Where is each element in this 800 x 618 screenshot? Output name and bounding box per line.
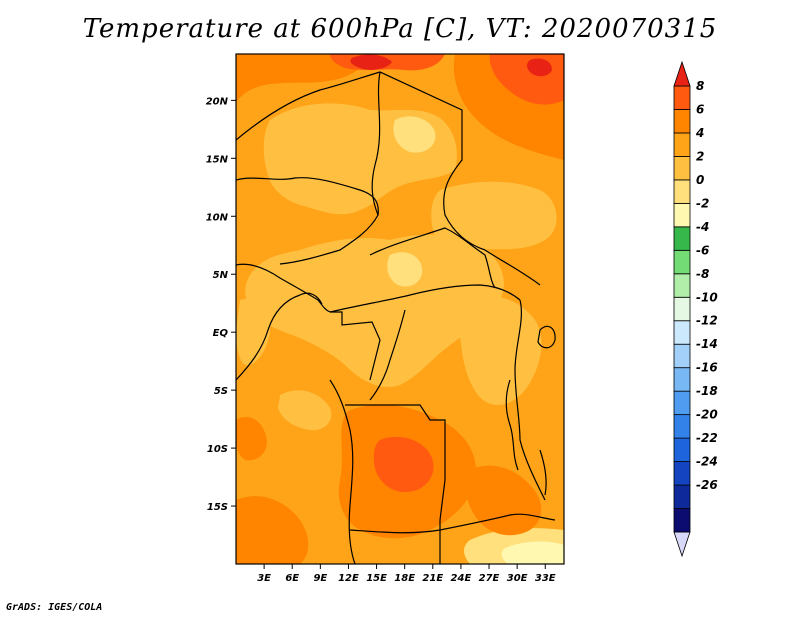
x-tick-label: 9E	[313, 573, 327, 584]
x-tick-label: 27E	[479, 573, 500, 584]
x-tick-label: 15E	[366, 573, 387, 584]
colorbar-label: -20	[696, 408, 718, 422]
colorbar-bin	[673, 390, 691, 416]
colorbar-label: 8	[696, 79, 704, 93]
colorbar-bin	[673, 109, 691, 134]
border-congo-drc	[369, 309, 406, 401]
coastline-angola	[329, 379, 356, 564]
colorbar-bin	[673, 226, 691, 251]
field-band-8-up-north	[350, 54, 392, 70]
x-tick-label: 18E	[394, 573, 415, 584]
field-band-0-2-ne	[431, 181, 557, 253]
colorbar-label: 0	[696, 173, 704, 187]
y-tick-label: 10N	[206, 212, 229, 223]
y-tick-label: 15N	[206, 154, 229, 165]
field-band-4-6-se	[465, 465, 542, 536]
grads-credit: GrADS: IGES/COLA	[6, 602, 103, 613]
y-tick-label: 10S	[207, 444, 228, 455]
x-tick-label: 12E	[338, 573, 359, 584]
colorbar-label: -14	[696, 337, 718, 351]
field-band-0-2-sw	[278, 390, 332, 431]
colorbar-bin	[673, 508, 691, 533]
field-band-4-6-mid-west	[236, 416, 267, 461]
colorbar-bin	[673, 156, 691, 181]
y-tick-label: EQ	[213, 328, 229, 339]
field-band-0-2-central	[245, 234, 504, 388]
colorbar: 8 6 4 2 0 -2 -4 -6 -8 -10 -12 -14 -16 -18 -20 -22 -24 -26	[673, 60, 718, 558]
field-band-6-8-south	[373, 436, 434, 492]
field-band-8-up-ne	[527, 58, 552, 77]
colorbar-label: -12	[696, 314, 718, 328]
plot-frame	[235, 53, 565, 565]
temperature-field	[236, 54, 564, 564]
country-borders	[236, 71, 556, 564]
x-tick-label: 33E	[535, 573, 556, 584]
border-north-chad-sudan	[236, 71, 541, 286]
colorbar-bin	[673, 531, 691, 558]
field-band-4-6-nw	[236, 54, 370, 104]
border-car-north	[369, 227, 496, 289]
x-tick-label: 30E	[507, 573, 528, 584]
lake-tanganyika	[505, 379, 519, 471]
x-tick-label: 6E	[285, 573, 299, 584]
colorbar-label: -6	[696, 243, 709, 257]
y-tick-label: 5S	[214, 386, 228, 397]
field-band-0-2-west	[236, 298, 271, 366]
colorbar-bin	[673, 320, 691, 345]
colorbar-bin	[673, 484, 691, 509]
colorbar-bin	[673, 296, 691, 322]
y-tick-label: 5N	[213, 270, 229, 281]
colorbar-label: -4	[696, 220, 709, 234]
colorbar-bin	[673, 343, 691, 369]
colorbar-label: -16	[696, 361, 718, 375]
lake-malawi	[539, 449, 547, 496]
colorbar-label: -8	[696, 267, 709, 281]
colorbar-label: 4	[695, 126, 704, 140]
colorbar-label: -24	[696, 455, 718, 469]
map-title: Temperature at 600hPa [C], VT: 202007031…	[82, 14, 718, 44]
field-band-neg2-0-central	[387, 252, 423, 287]
colorbar-bin	[673, 414, 691, 439]
x-axis: 3E 6E 9E 12E 15E 18E 21E 24E 27E 30E 33E	[257, 564, 556, 584]
colorbar-bin	[673, 85, 691, 110]
border-car-south	[329, 284, 521, 313]
x-tick-label: 24E	[451, 573, 472, 584]
border-drc-east	[514, 299, 546, 501]
colorbar-label: -22	[696, 431, 718, 445]
colorbar-bin	[673, 367, 691, 392]
colorbar-label: 2	[696, 149, 704, 163]
y-tick-label: 20N	[206, 96, 229, 107]
colorbar-label: -2	[696, 196, 709, 210]
colorbar-bin	[673, 437, 691, 462]
y-tick-label: 15S	[207, 502, 228, 513]
colorbar-bin	[673, 202, 691, 228]
field-band-neg4-neg2-south	[501, 541, 564, 564]
colorbar-bin	[673, 461, 691, 486]
y-axis: 20N 15N 10N 5N EQ 5S 10S 15S	[206, 96, 236, 513]
x-tick-label: 21E	[422, 573, 443, 584]
colorbar-bin	[673, 132, 691, 157]
border-niger-nigeria	[236, 177, 379, 216]
colorbar-label: -26	[696, 478, 718, 492]
colorbar-label: -10	[696, 290, 718, 304]
field-band-4-6-far-south	[236, 496, 309, 564]
field-band-neg2-0-north	[393, 116, 436, 153]
colorbar-label: 6	[696, 102, 704, 116]
colorbar-bin	[673, 273, 691, 298]
border-cameroon-west	[236, 263, 331, 313]
colorbar-label: -18	[696, 384, 718, 398]
coastline-west	[236, 294, 301, 381]
border-angola-namibia	[349, 513, 556, 534]
border-angola-drc	[345, 404, 446, 521]
colorbar-bin	[673, 60, 691, 87]
x-tick-label: 3E	[257, 573, 271, 584]
colorbar-bin	[673, 179, 691, 204]
border-congo-gabon	[330, 311, 381, 381]
coastline-gulf	[299, 292, 323, 305]
colorbar-bin	[673, 249, 691, 275]
lake-victoria	[537, 325, 556, 349]
